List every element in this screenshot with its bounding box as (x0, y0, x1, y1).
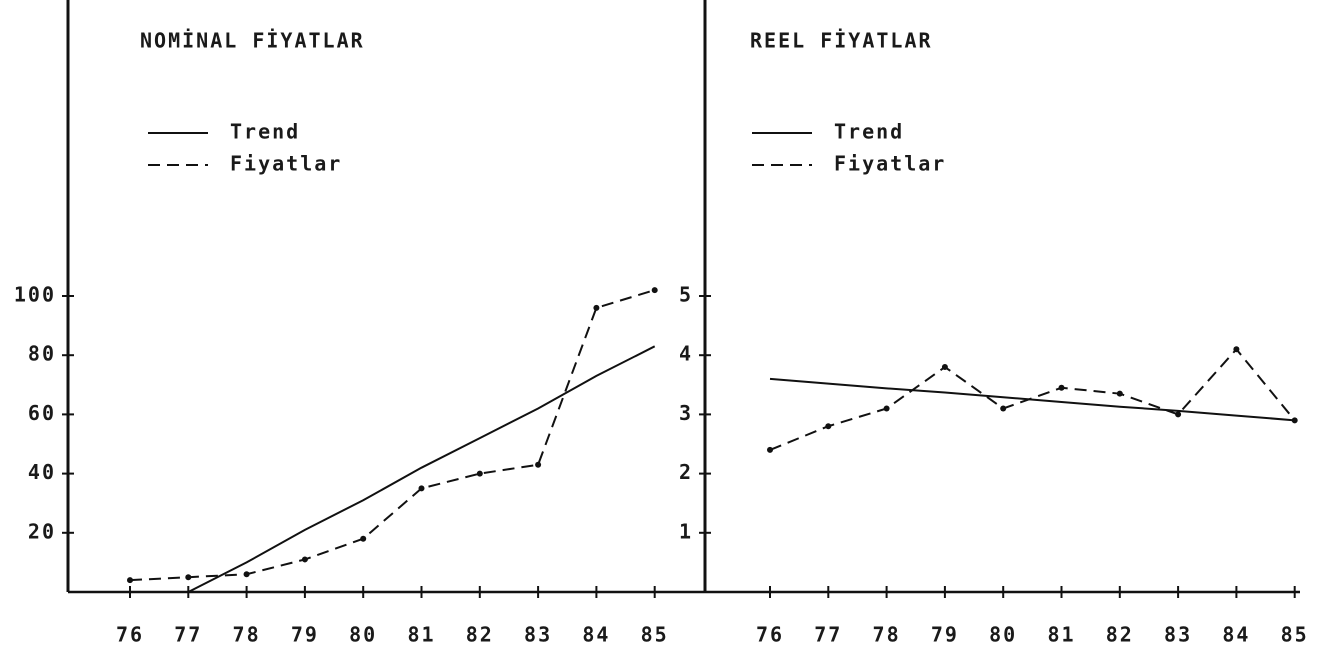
y-tick-label: 5 (679, 283, 693, 307)
x-tick-label: 83 (1164, 623, 1192, 647)
y-tick-label: 20 (28, 519, 56, 543)
x-tick-label: 82 (466, 623, 494, 647)
series-line (129, 289, 655, 582)
x-tick-label: 84 (582, 623, 610, 647)
point (360, 535, 367, 542)
y-tick-label: 100 (14, 283, 56, 307)
legend-label: Trend (230, 120, 300, 144)
point (301, 556, 308, 563)
point (651, 287, 658, 294)
point (1000, 405, 1007, 412)
x-tick-label: 76 (756, 623, 784, 647)
x-tick-label: 83 (524, 623, 552, 647)
point (185, 574, 192, 581)
y-tick-label: 4 (679, 342, 693, 366)
point (825, 423, 832, 430)
point (1233, 346, 1240, 353)
point (1175, 411, 1182, 418)
point (127, 577, 133, 584)
point (1291, 417, 1298, 424)
point (418, 485, 425, 492)
series-line (187, 345, 656, 593)
legend-label: Fiyatlar (834, 152, 946, 176)
y-tick-label: 2 (679, 460, 693, 484)
x-tick-label: 85 (641, 623, 669, 647)
x-tick-label: 77 (174, 623, 202, 647)
y-tick-label: 40 (28, 460, 56, 484)
point (883, 405, 890, 412)
x-tick-label: 84 (1222, 623, 1250, 647)
x-tick-label: 78 (233, 623, 261, 647)
point (535, 461, 542, 468)
series-line (769, 377, 1295, 422)
legend-label: Trend (834, 120, 904, 144)
x-tick-label: 81 (407, 623, 435, 647)
y-tick-label: 60 (28, 401, 56, 425)
point (767, 446, 773, 453)
x-tick-label: 81 (1047, 623, 1075, 647)
x-tick-label: 79 (931, 623, 959, 647)
x-tick-label: 82 (1106, 623, 1134, 647)
point (941, 364, 948, 371)
x-tick-label: 77 (814, 623, 842, 647)
y-tick-label: 1 (679, 519, 693, 543)
point (243, 571, 250, 578)
y-tick-label: 80 (28, 342, 56, 366)
point (476, 470, 483, 477)
chart-title: REEL FİYATLAR (750, 29, 933, 53)
point (1058, 384, 1065, 391)
legend-label: Fiyatlar (230, 152, 342, 176)
x-tick-label: 78 (873, 623, 901, 647)
x-tick-label: 76 (116, 623, 144, 647)
point (1116, 390, 1123, 397)
x-tick-label: 80 (989, 623, 1017, 647)
point (593, 304, 600, 311)
x-tick-label: 80 (349, 623, 377, 647)
chart-title: NOMİNAL FİYATLAR (140, 29, 365, 53)
y-tick-label: 3 (679, 401, 693, 425)
x-tick-label: 79 (291, 623, 319, 647)
x-tick-label: 85 (1281, 623, 1309, 647)
